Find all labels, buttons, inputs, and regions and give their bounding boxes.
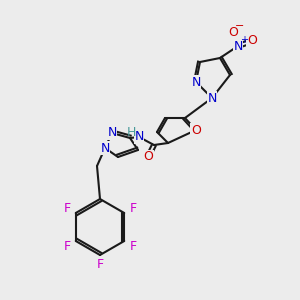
Text: H: H (126, 127, 136, 140)
Text: F: F (64, 239, 71, 253)
Text: N: N (100, 142, 110, 154)
Text: O: O (143, 151, 153, 164)
Text: N: N (191, 76, 201, 88)
Text: F: F (96, 259, 103, 272)
Text: N: N (233, 40, 243, 52)
Text: +: + (240, 35, 248, 45)
Text: −: − (235, 21, 245, 31)
Text: O: O (247, 34, 257, 47)
Text: O: O (228, 26, 238, 38)
Text: F: F (129, 239, 137, 253)
Text: O: O (191, 124, 201, 136)
Text: F: F (129, 202, 137, 214)
Text: F: F (64, 202, 71, 214)
Text: N: N (134, 130, 144, 143)
Text: N: N (107, 127, 117, 140)
Text: N: N (207, 92, 217, 104)
